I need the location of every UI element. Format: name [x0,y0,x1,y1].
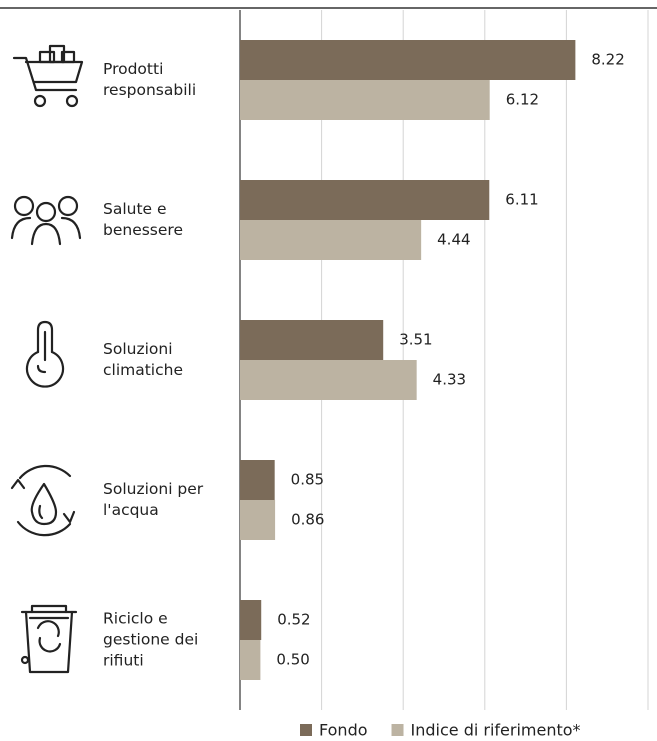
value-label: 6.12 [506,91,539,109]
bar [240,460,275,500]
bar [240,320,384,360]
bar [240,500,276,540]
value-label: 4.44 [437,231,470,249]
value-label: 3.51 [399,331,432,349]
value-label: 0.86 [291,511,324,529]
legend-label: Fondo [319,721,368,740]
bar [240,180,490,220]
icon-thermometer [25,320,65,388]
bar [240,600,262,640]
category-label: Salute e benessere [103,200,183,239]
legend-swatch [391,724,404,736]
bar [240,360,417,400]
icon-cart [12,44,84,108]
legend-swatch [300,724,312,736]
icon-people [10,195,82,246]
legend-label: Indice di riferimento* [411,721,581,740]
value-label: 8.22 [591,51,624,69]
bar [240,220,422,260]
category-label: Prodotti responsabili [103,60,197,99]
icon-water [10,464,76,537]
bar [240,640,261,680]
value-label: 0.85 [291,471,324,489]
category-label: Riciclo e gestione dei rifiuti [103,609,199,670]
value-label: 0.50 [276,651,309,669]
category-label: Soluzioni per l'acqua [103,480,204,519]
icon-bin [20,604,78,674]
bar [240,80,490,120]
value-label: 4.33 [433,371,466,389]
value-label: 0.52 [277,611,310,629]
bar [240,40,576,80]
value-label: 6.11 [505,191,538,209]
category-label: Soluzioni climatiche [103,340,183,379]
